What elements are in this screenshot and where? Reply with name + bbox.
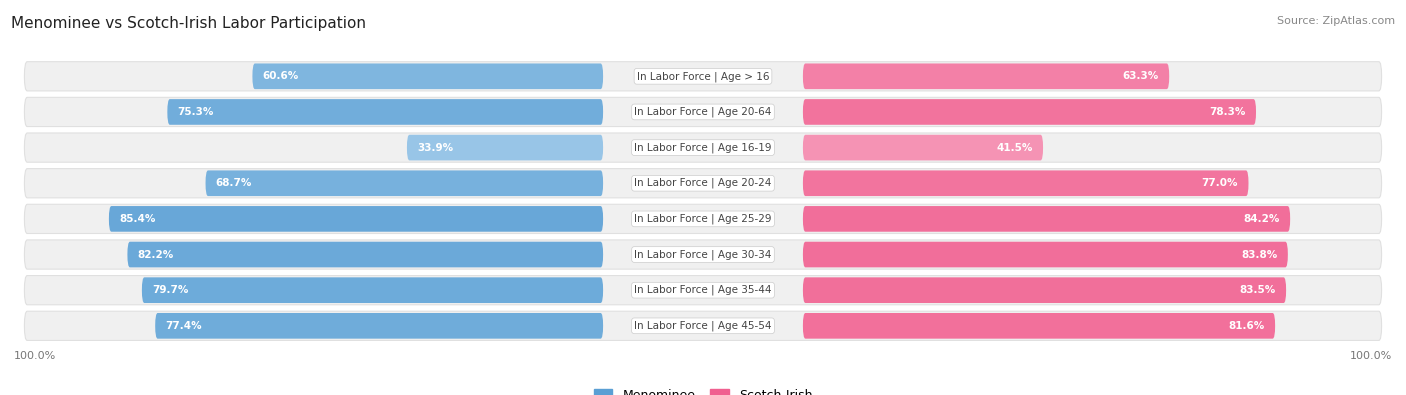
Text: 85.4%: 85.4% (120, 214, 156, 224)
FancyBboxPatch shape (24, 62, 1382, 91)
Text: In Labor Force | Age 20-24: In Labor Force | Age 20-24 (634, 178, 772, 188)
Text: In Labor Force | Age 20-64: In Labor Force | Age 20-64 (634, 107, 772, 117)
FancyBboxPatch shape (803, 277, 1286, 303)
Text: In Labor Force | Age 16-19: In Labor Force | Age 16-19 (634, 142, 772, 153)
FancyBboxPatch shape (803, 313, 1275, 339)
Text: 41.5%: 41.5% (997, 143, 1033, 152)
Text: In Labor Force | Age 35-44: In Labor Force | Age 35-44 (634, 285, 772, 295)
Text: 83.8%: 83.8% (1241, 250, 1278, 260)
FancyBboxPatch shape (24, 240, 1382, 269)
FancyBboxPatch shape (167, 99, 603, 125)
FancyBboxPatch shape (24, 311, 1382, 340)
FancyBboxPatch shape (128, 242, 603, 267)
FancyBboxPatch shape (24, 276, 1382, 305)
FancyBboxPatch shape (155, 313, 603, 339)
Text: 77.0%: 77.0% (1202, 178, 1239, 188)
FancyBboxPatch shape (803, 242, 1288, 267)
FancyBboxPatch shape (803, 170, 1249, 196)
Text: 83.5%: 83.5% (1240, 285, 1275, 295)
FancyBboxPatch shape (803, 64, 1170, 89)
Text: 82.2%: 82.2% (138, 250, 174, 260)
FancyBboxPatch shape (24, 169, 1382, 198)
Text: 79.7%: 79.7% (152, 285, 188, 295)
FancyBboxPatch shape (24, 133, 1382, 162)
FancyBboxPatch shape (803, 135, 1043, 160)
Text: 100.0%: 100.0% (14, 351, 56, 361)
FancyBboxPatch shape (253, 64, 603, 89)
Text: In Labor Force | Age 45-54: In Labor Force | Age 45-54 (634, 321, 772, 331)
FancyBboxPatch shape (142, 277, 603, 303)
FancyBboxPatch shape (406, 135, 603, 160)
FancyBboxPatch shape (24, 204, 1382, 233)
Text: 100.0%: 100.0% (1350, 351, 1392, 361)
FancyBboxPatch shape (803, 99, 1256, 125)
FancyBboxPatch shape (24, 97, 1382, 126)
FancyBboxPatch shape (803, 206, 1291, 232)
Text: Source: ZipAtlas.com: Source: ZipAtlas.com (1277, 16, 1395, 26)
Text: 63.3%: 63.3% (1122, 71, 1159, 81)
Legend: Menominee, Scotch-Irish: Menominee, Scotch-Irish (593, 389, 813, 395)
Text: 84.2%: 84.2% (1243, 214, 1279, 224)
Text: 78.3%: 78.3% (1209, 107, 1246, 117)
Text: In Labor Force | Age > 16: In Labor Force | Age > 16 (637, 71, 769, 81)
Text: In Labor Force | Age 25-29: In Labor Force | Age 25-29 (634, 214, 772, 224)
Text: 77.4%: 77.4% (166, 321, 202, 331)
Text: In Labor Force | Age 30-34: In Labor Force | Age 30-34 (634, 249, 772, 260)
FancyBboxPatch shape (108, 206, 603, 232)
Text: 33.9%: 33.9% (418, 143, 453, 152)
Text: 68.7%: 68.7% (217, 178, 252, 188)
Text: Menominee vs Scotch-Irish Labor Participation: Menominee vs Scotch-Irish Labor Particip… (11, 16, 366, 31)
Text: 81.6%: 81.6% (1229, 321, 1265, 331)
Text: 75.3%: 75.3% (177, 107, 214, 117)
Text: 60.6%: 60.6% (263, 71, 299, 81)
FancyBboxPatch shape (205, 170, 603, 196)
